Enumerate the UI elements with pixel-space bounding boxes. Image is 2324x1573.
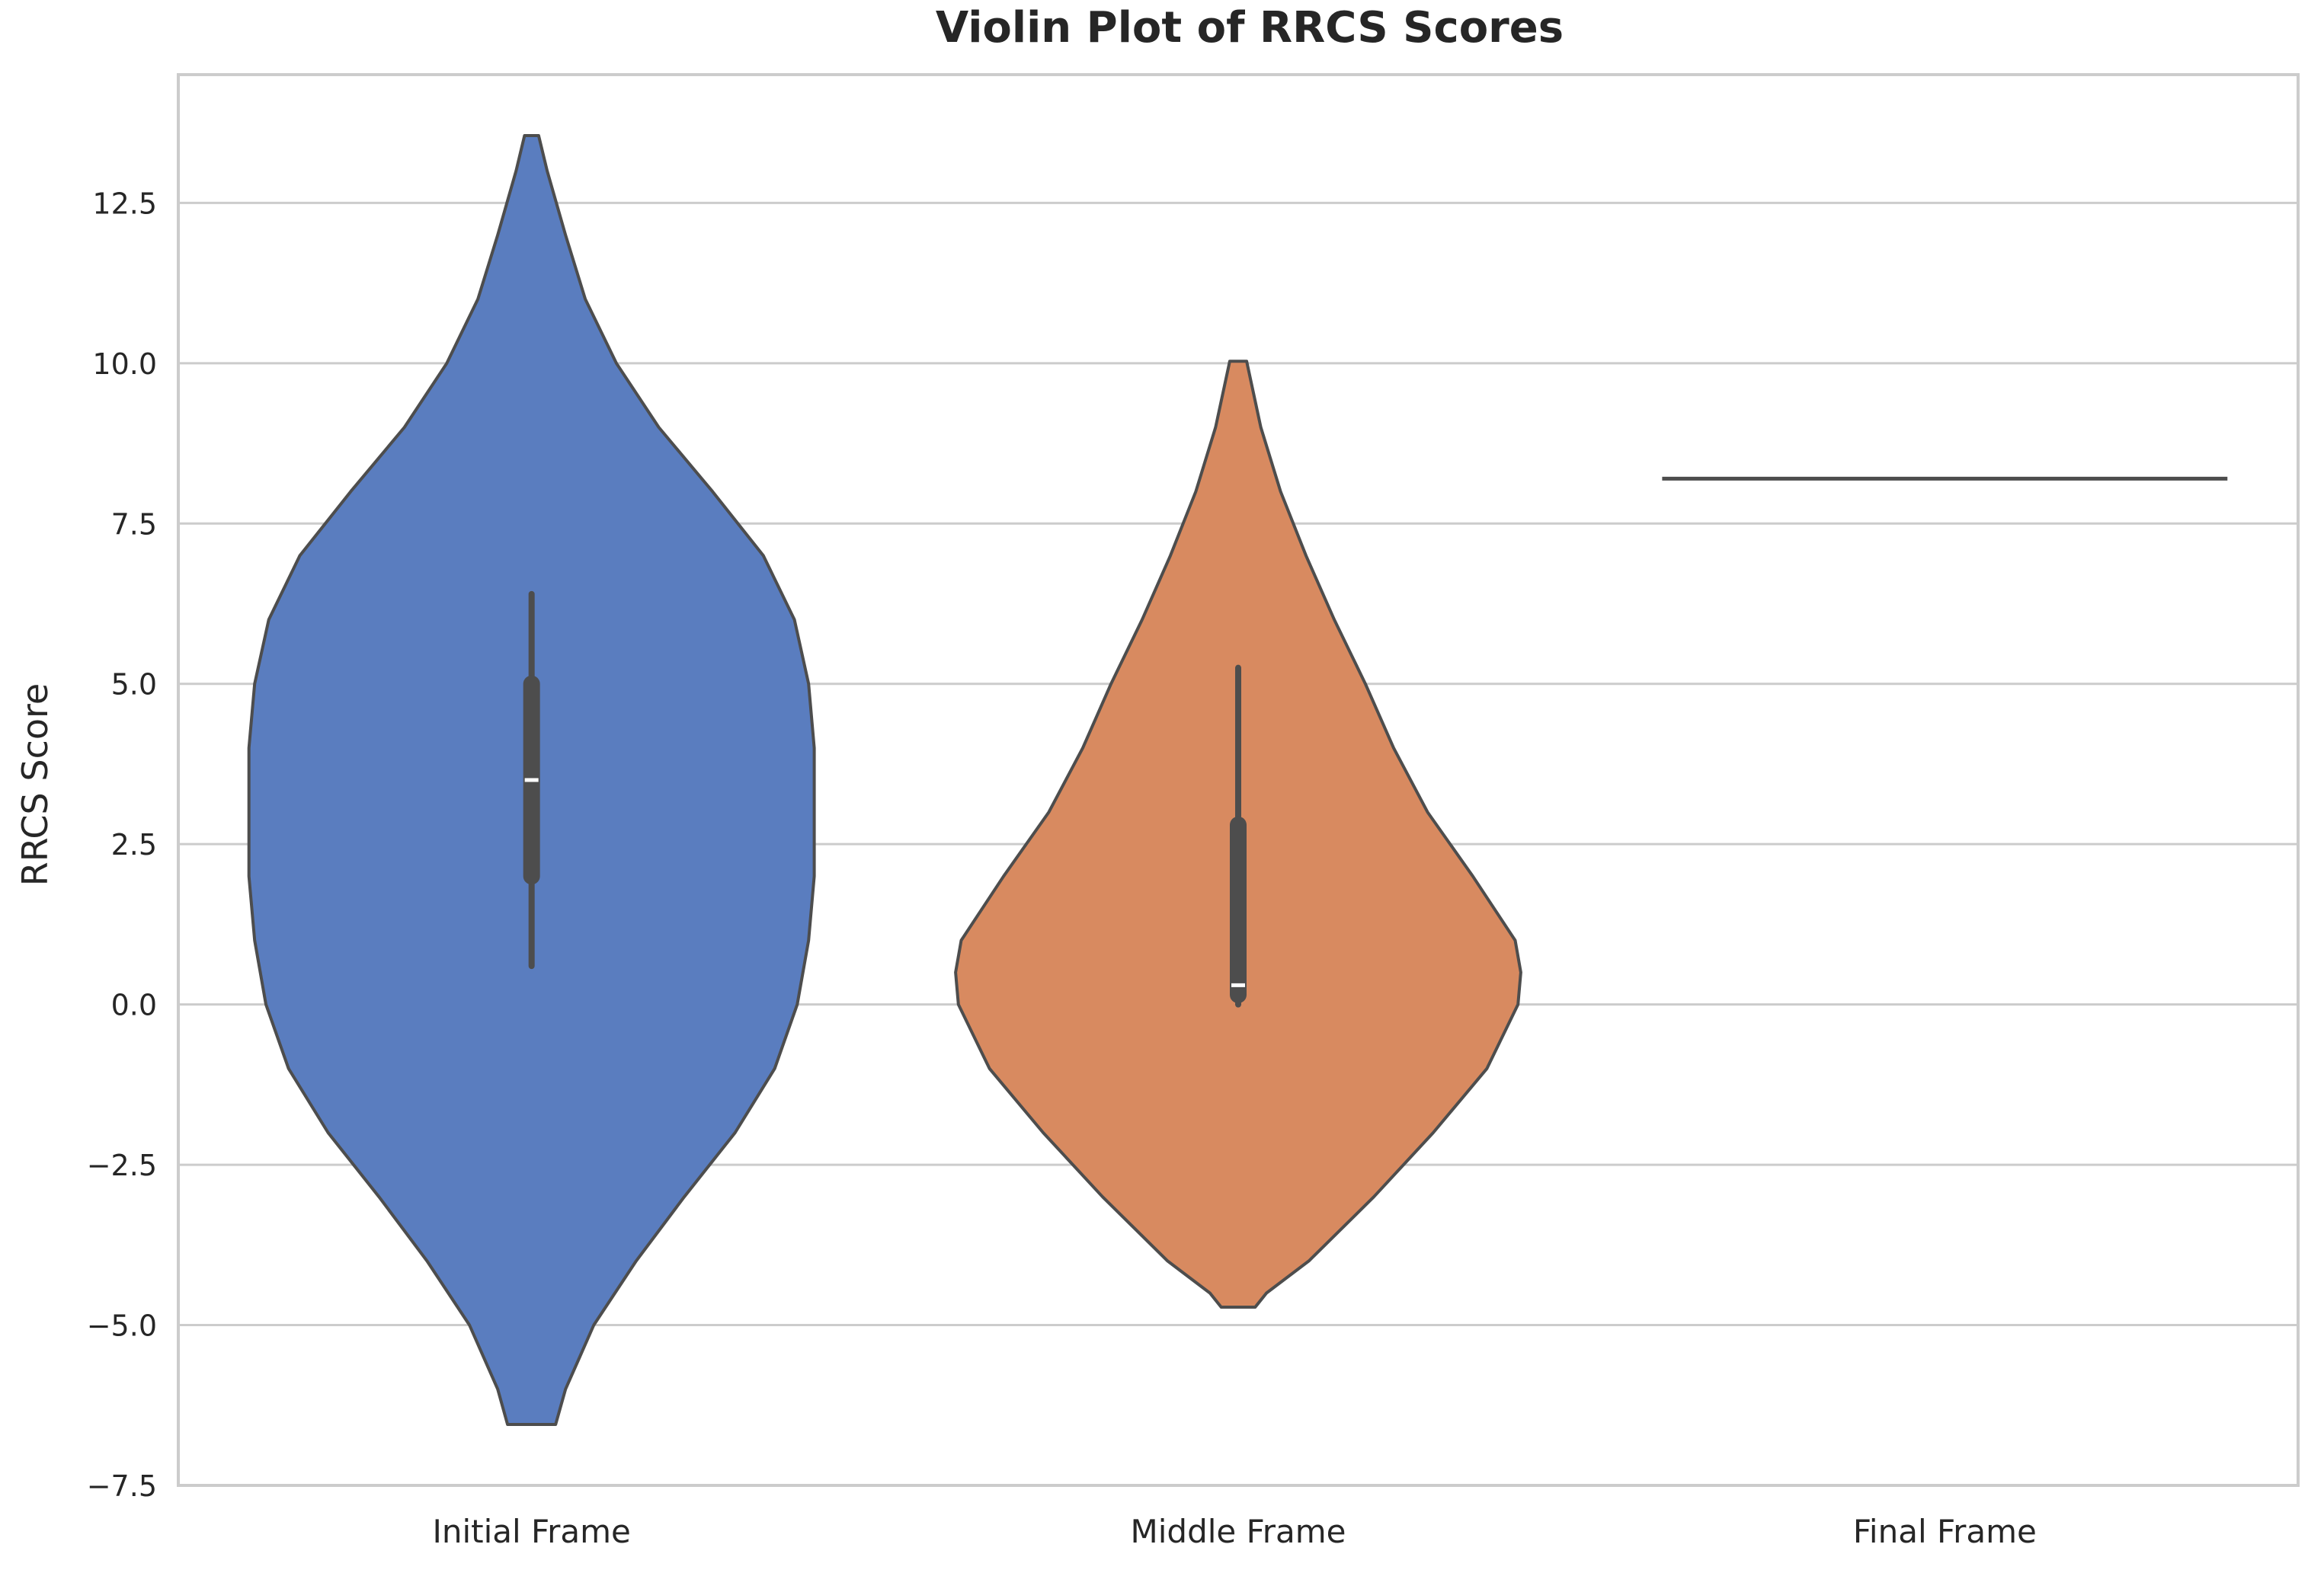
y-tick-label: −5.0 [87, 1309, 157, 1343]
y-tick-label: 12.5 [92, 187, 157, 220]
x-tick-labels: Initial Frame Middle Frame Final Frame [432, 1513, 2036, 1550]
chart-title: Violin Plot of RRCS Scores [936, 3, 1564, 53]
y-axis-label: RRCS Score [14, 683, 56, 886]
y-tick-label: −2.5 [87, 1149, 157, 1182]
y-tick-label: 10.0 [92, 347, 157, 381]
x-tick-label: Middle Frame [1131, 1513, 1346, 1550]
y-tick-label: −7.5 [87, 1469, 157, 1503]
y-tick-labels: −7.5 −5.0 −2.5 0.0 2.5 5.0 7.5 10.0 12.5 [87, 187, 157, 1503]
x-tick-label: Initial Frame [432, 1513, 630, 1550]
y-tick-label: 7.5 [111, 507, 157, 541]
y-tick-label: 2.5 [111, 828, 157, 862]
x-tick-label: Final Frame [1853, 1513, 2037, 1550]
plot-frame [177, 73, 2300, 1487]
y-tick-label: 5.0 [111, 668, 157, 702]
y-tick-label: 0.0 [111, 989, 157, 1022]
violins [247, 134, 2228, 1426]
